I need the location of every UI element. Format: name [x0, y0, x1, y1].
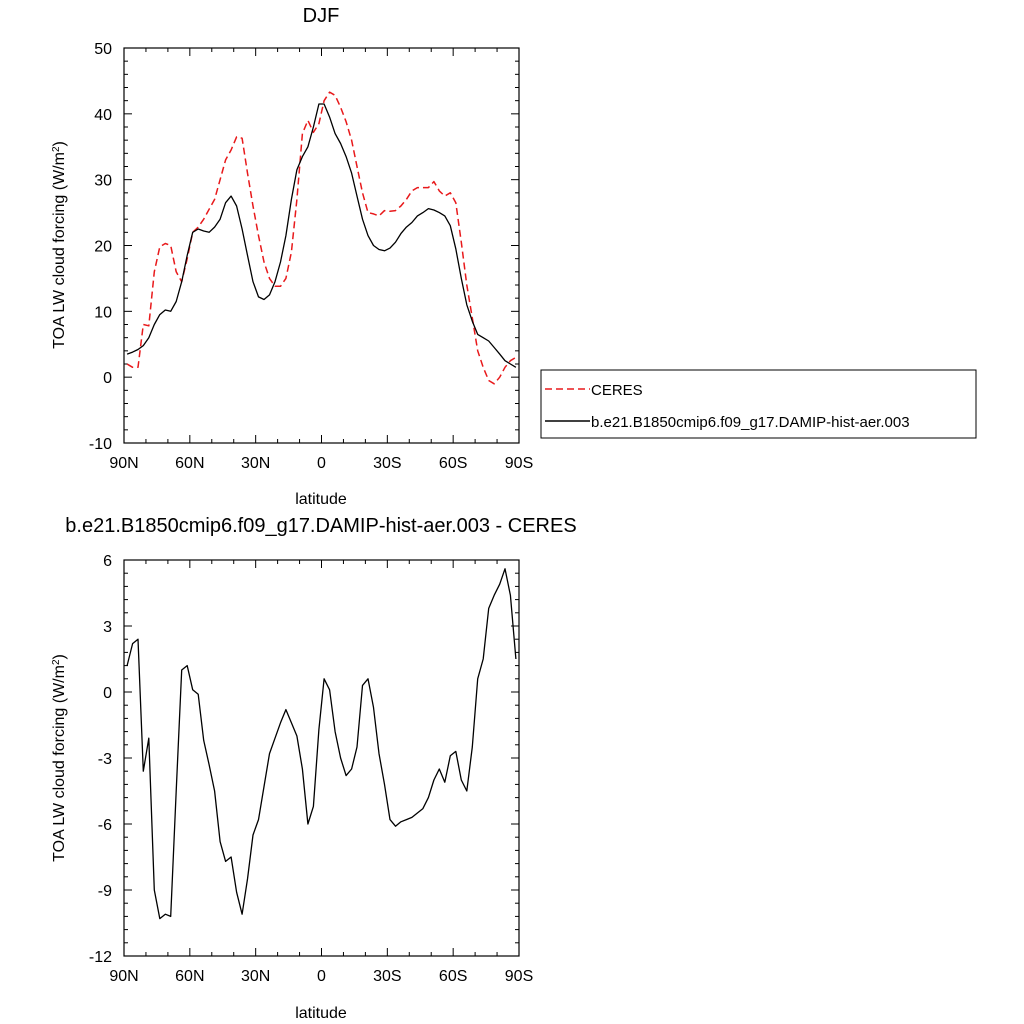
top-y-tick-label: 20 — [94, 239, 112, 256]
top-chart-title: DJF — [303, 5, 340, 27]
top-y-axis-label-sup: 2 — [51, 146, 62, 152]
bottom-y-axis-label-text: TOA LW cloud forcing (W/m — [51, 665, 68, 862]
bottom-y-tick-label: -12 — [89, 949, 112, 966]
top-series-line-ceres — [126, 91, 517, 385]
top-axis-ticks: 90N 60N 30N 0 30S 60S 90S 50 40 30 20 10 0 -10 — [89, 41, 533, 472]
bottom-y-axis-label: TOA LW cloud forcing (W/m2) — [51, 654, 69, 862]
bottom-series-layer — [126, 568, 517, 920]
bottom-x-tick-label: 90N — [109, 968, 138, 985]
bottom-x-tick-label: 30S — [373, 968, 401, 985]
top-y-axis-label: TOA LW cloud forcing (W/m2) — [51, 141, 69, 349]
top-y-tick-label: 30 — [94, 173, 112, 190]
bottom-plot-frame — [123, 559, 520, 957]
legend-label-model: b.e21.B1850cmip6.f09_g17.DAMIP-hist-aer.… — [591, 414, 910, 431]
bottom-axis-ticks: 90N 60N 30N 0 30S 60S 90S 6 3 0 -3 -6 -9 -12 — [89, 553, 533, 985]
top-y-tick-label: -10 — [89, 436, 112, 453]
legend-box — [540, 369, 977, 439]
legend-label-ceres: CERES — [591, 382, 643, 399]
bottom-y-tick-label: -6 — [98, 817, 112, 834]
top-x-tick-label: 60S — [439, 455, 467, 472]
bottom-y-tick-label: 6 — [103, 553, 112, 570]
top-y-tick-label: 50 — [94, 41, 112, 58]
top-y-axis-label-text: TOA LW cloud forcing (W/m — [51, 152, 68, 349]
bottom-x-tick-label: 0 — [317, 968, 326, 985]
top-plot-frame — [123, 47, 520, 444]
top-y-tick-label: 40 — [94, 107, 112, 124]
bottom-x-tick-label: 60S — [439, 968, 467, 985]
bottom-x-tick-label: 90S — [505, 968, 533, 985]
bottom-y-tick-label: -3 — [98, 751, 112, 768]
top-panel: DJF 90N 60N 30N 0 30S 60S 90S 50 40 30 20 10 0 -10 la… — [51, 5, 977, 508]
bottom-y-tick-label: 0 — [103, 685, 112, 702]
bottom-y-axis-label-end: ) — [51, 654, 68, 659]
bottom-x-axis-label: latitude — [295, 1005, 347, 1022]
bottom-y-axis-label-sup: 2 — [51, 659, 62, 665]
top-y-tick-label: 0 — [103, 370, 112, 387]
bottom-chart-title: b.e21.B1850cmip6.f09_g17.DAMIP-hist-aer.… — [65, 515, 576, 537]
bottom-y-tick-label: -9 — [98, 883, 112, 900]
bottom-y-tick-label: 3 — [103, 619, 112, 636]
top-x-tick-label: 30N — [241, 455, 270, 472]
top-y-axis-label-end: ) — [51, 141, 68, 146]
top-x-tick-label: 30S — [373, 455, 401, 472]
bottom-panel: b.e21.B1850cmip6.f09_g17.DAMIP-hist-aer.… — [51, 515, 577, 1022]
top-series-layer — [126, 91, 517, 385]
top-series-line-model — [126, 103, 517, 368]
top-y-tick-label: 10 — [94, 304, 112, 321]
top-x-tick-label: 0 — [317, 455, 326, 472]
top-x-tick-label: 60N — [175, 455, 204, 472]
top-x-tick-label: 90S — [505, 455, 533, 472]
bottom-x-tick-label: 30N — [241, 968, 270, 985]
legend: CERES b.e21.B1850cmip6.f09_g17.DAMIP-his… — [540, 369, 977, 439]
top-x-axis-label: latitude — [295, 491, 347, 508]
bottom-x-tick-label: 60N — [175, 968, 204, 985]
top-x-tick-label: 90N — [109, 455, 138, 472]
bottom-series-line-model — [126, 568, 517, 920]
